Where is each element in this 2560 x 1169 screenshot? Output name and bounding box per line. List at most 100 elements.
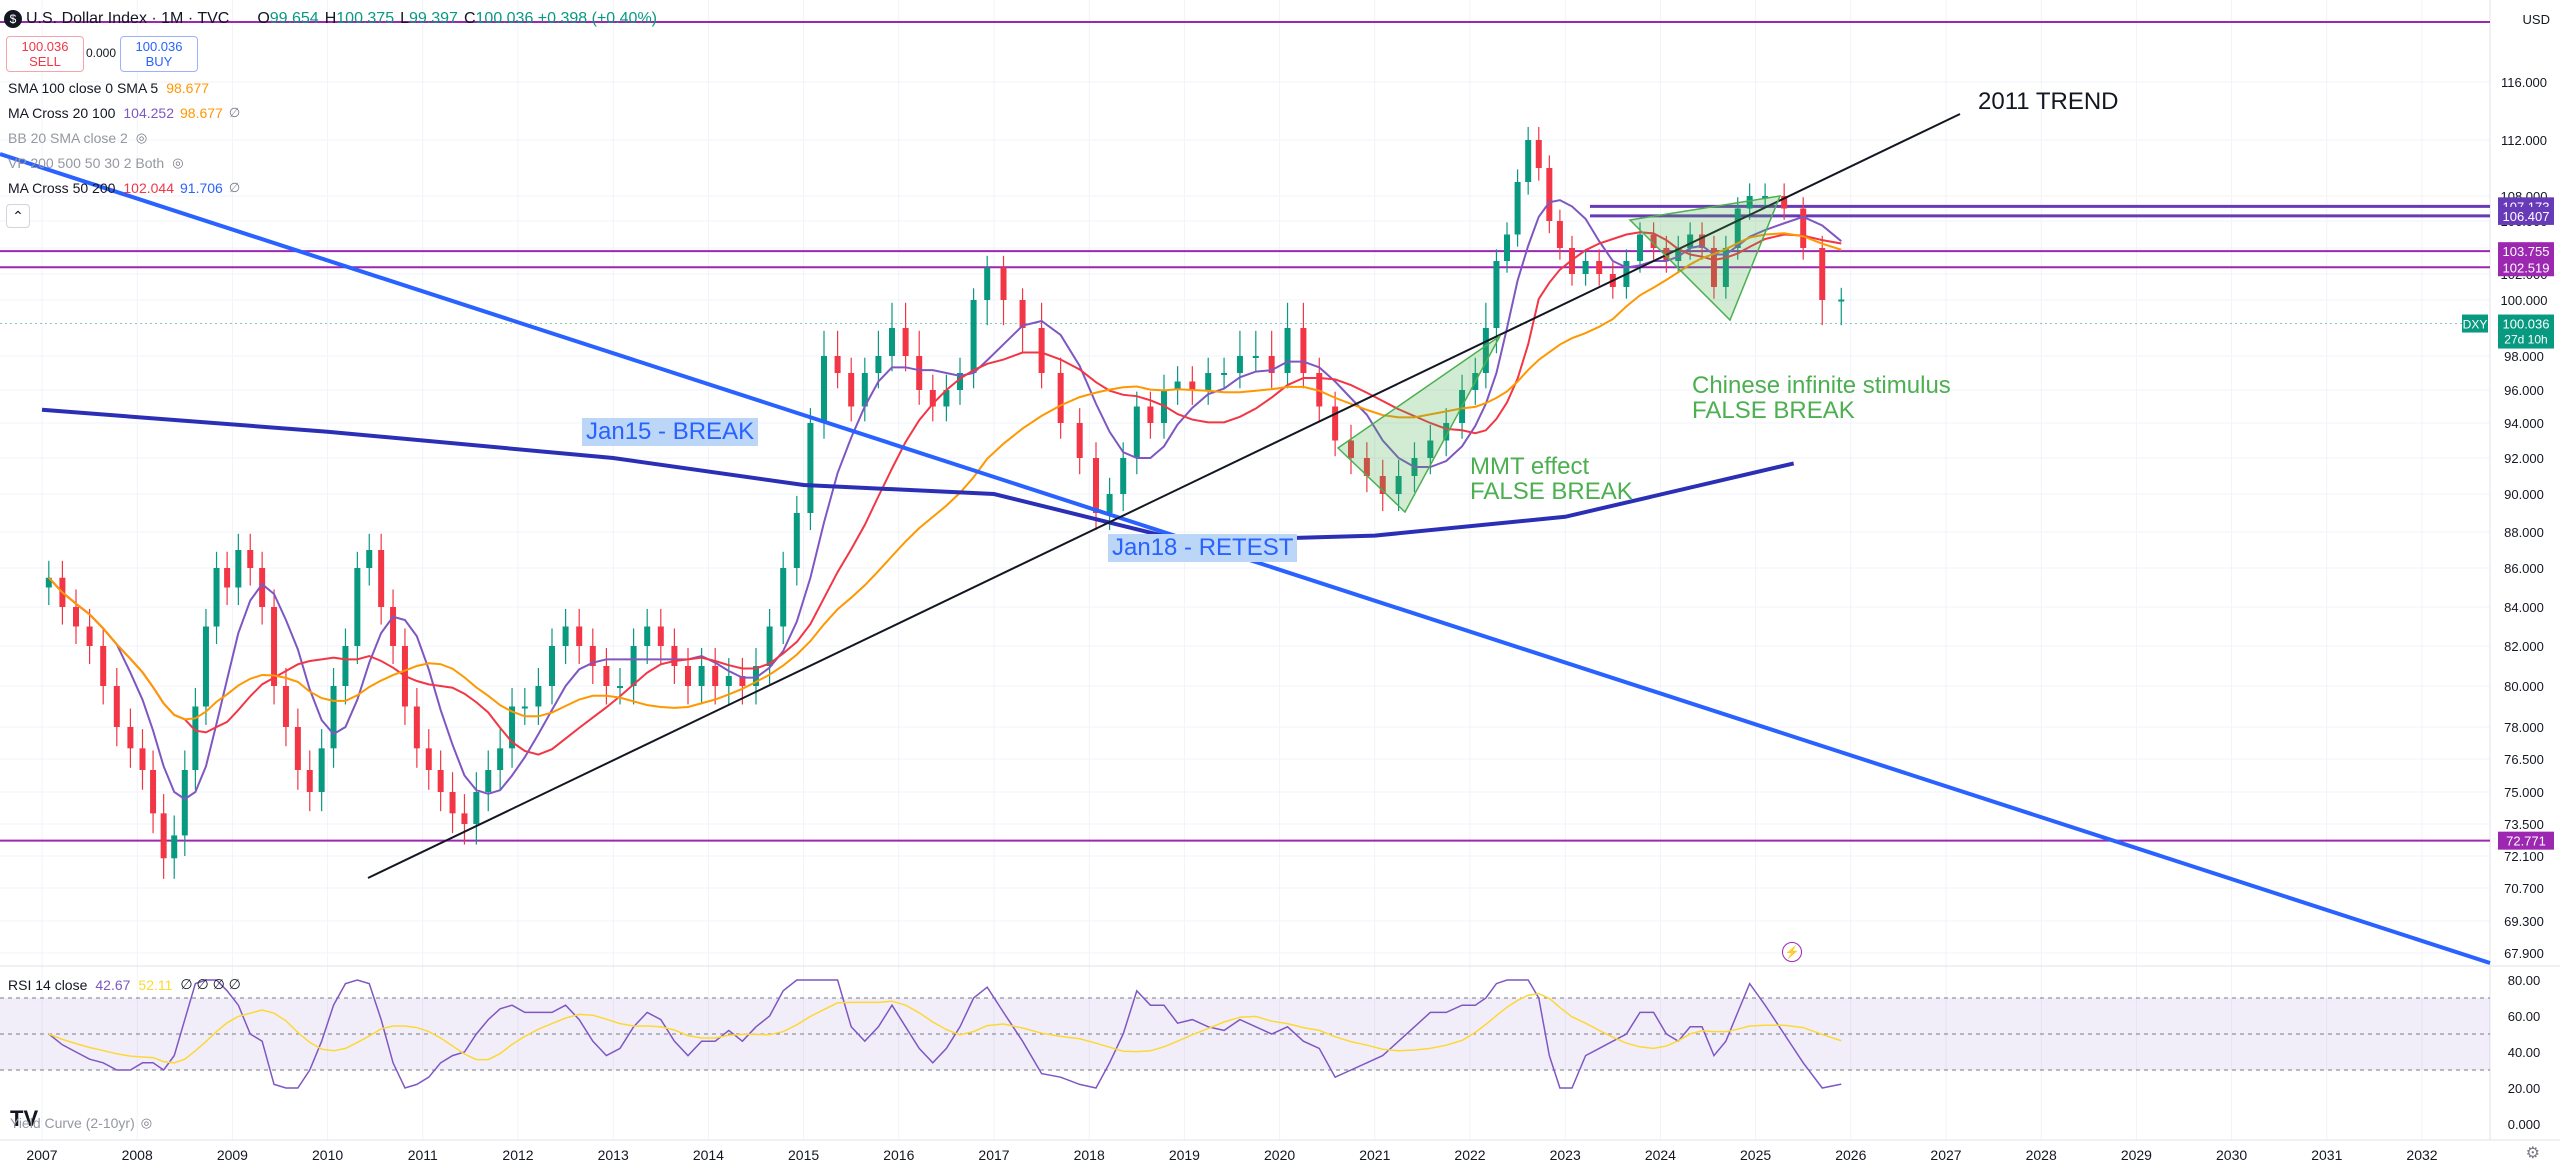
price-badge-label: 103.755 [2503,244,2550,259]
candle [562,608,569,664]
ma100-line [48,232,1842,721]
candle-body [235,550,242,588]
candle-body [562,626,569,646]
time-axis-label: 2015 [788,1147,819,1163]
candle-body [139,748,146,770]
candle [171,815,178,879]
symbol-title[interactable]: U.S. Dollar Index · 1M · TVC [26,10,230,27]
close-label: C [463,10,476,27]
candle-body [1493,261,1500,328]
eye-hidden-icon[interactable]: ◎ [172,155,184,170]
candle-body [630,646,637,686]
yield-curve-legend[interactable]: Yield Curve (2-10yr) ◎ [10,1115,152,1131]
candle-body [113,686,120,727]
candle [1284,302,1291,389]
candle [1000,255,1007,326]
annotation-jan15-break[interactable]: Jan15 - BREAK [582,418,759,446]
candle [1133,391,1140,475]
price-axis-label: 67.900 [2504,946,2544,961]
candle-body [549,646,555,686]
candle [957,357,963,405]
currency-label[interactable]: USD [2522,12,2550,27]
candle-body [271,607,278,686]
candle-body [342,646,349,686]
buy-button[interactable]: 100.036 BUY [120,36,198,72]
symbol-badge-label: DXY [2463,318,2488,332]
candle-body [425,748,432,770]
annotation-chinese-line1[interactable]: Chinese infinite stimulus [1692,372,1951,399]
time-axis-label: 2020 [1264,1147,1295,1163]
settings-gear-icon[interactable]: ⚙ [2525,1145,2540,1162]
price-axis-label: 92.000 [2504,451,2544,466]
candle-body [73,607,79,627]
candle-body [1525,140,1532,182]
candle [644,608,651,664]
indicator-name: MA Cross 20 100 [8,105,116,121]
collapse-indicators-button[interactable]: ⌃ [6,204,30,228]
candle-body [617,686,623,688]
candle-body [889,328,895,356]
candle [1120,442,1127,512]
indicator-ma-cross-20-100[interactable]: MA Cross 20 100 104.252 98.677 ∅ [8,105,240,121]
candle-body [306,770,313,792]
candle-body [1650,234,1657,248]
candle-body [378,550,385,607]
sell-button[interactable]: 100.036 SELL [6,36,84,72]
indicator-ma-cross-50-200[interactable]: MA Cross 50 200 102.044 91.706 ∅ [8,180,240,196]
candle [834,330,841,389]
annotation-2011-trend[interactable]: 2011 TREND [1978,88,2119,115]
candle [848,357,855,422]
indicator-bb[interactable]: BB 20 SMA close 2 ◎ [8,130,147,146]
annotation-jan18-retest[interactable]: Jan18 - RETEST [1108,534,1298,562]
price-axis-label: 80.000 [2504,679,2544,694]
eye-hidden-icon[interactable]: ◎ [140,1115,153,1130]
candle-body [366,550,373,568]
candle [1514,169,1521,247]
candle [1221,357,1228,389]
candle [1546,155,1553,234]
candle-body [181,770,188,836]
time-axis-label: 2029 [2121,1147,2152,1163]
candle [1699,222,1706,260]
candle [271,589,278,705]
annotation-chinese-line2[interactable]: FALSE BREAK [1692,397,1855,424]
chevron-up-icon: ⌃ [12,207,24,224]
indicator-sma100[interactable]: SMA 100 close 0 SMA 5 98.677 [8,80,215,96]
candle [807,408,814,531]
rsi-axis-label: 80.00 [2508,973,2541,988]
candle-body [413,706,420,749]
rsi-legend[interactable]: RSI 14 close 42.67 52.11 ∅ ∅ ∅ ∅ [8,976,241,993]
indicator-vp[interactable]: VP 200 500 50 30 2 Both ◎ [8,155,184,171]
annotation-mmt-line2[interactable]: FALSE BREAK [1470,478,1633,505]
candle-body [766,626,773,666]
candle [671,628,678,684]
candle-body [1221,373,1228,375]
close-value: 100.036 +0.398 (+0.40%) [475,10,657,27]
price-axis-label: 96.000 [2504,383,2544,398]
candle [861,357,868,422]
candle-body [589,646,596,666]
candle-body [1838,299,1845,302]
candle-body [1133,406,1140,458]
buy-label: BUY [145,54,173,69]
candle-body [160,813,167,859]
candle [1443,408,1450,457]
lightning-icon[interactable]: ⚡ [1782,942,1802,962]
annotation-mmt-line1[interactable]: MMT effect [1470,453,1590,480]
candle [889,302,895,372]
candle [213,551,220,645]
symbol-header: $ U.S. Dollar Index · 1M · TVC O 99.654 H… [4,6,661,32]
candle-body [1582,261,1589,274]
candle-body [807,423,814,513]
indicator-value: 104.252 [123,105,174,121]
sell-price: 100.036 [21,39,69,54]
indicator-name: VP 200 500 50 30 2 Both [8,155,165,171]
candle [1781,183,1788,220]
candle [485,750,492,812]
eye-hidden-icon[interactable]: ◎ [135,130,148,145]
candle-body [1332,406,1339,441]
rsi-axis-label: 60.00 [2508,1009,2541,1024]
price-axis-label: 94.000 [2504,416,2544,431]
price-badge-label: 72.771 [2506,834,2546,849]
